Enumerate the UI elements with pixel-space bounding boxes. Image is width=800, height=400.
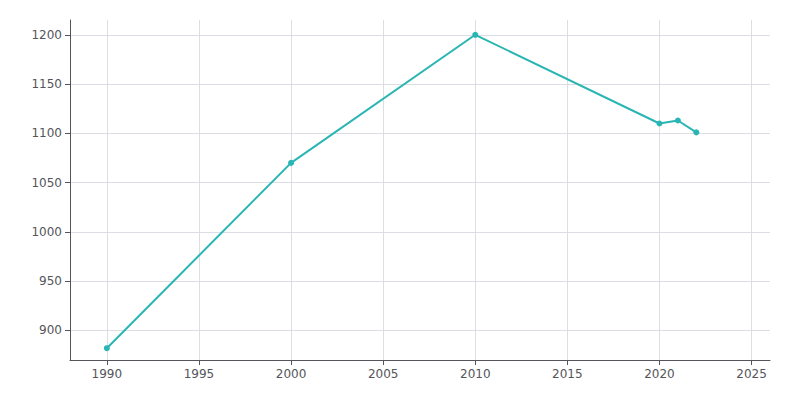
svg-text:1050: 1050	[31, 176, 62, 190]
svg-text:1150: 1150	[31, 77, 62, 91]
svg-text:900: 900	[39, 323, 62, 337]
svg-text:1100: 1100	[31, 126, 62, 140]
svg-text:1995: 1995	[184, 367, 215, 381]
svg-text:2020: 2020	[644, 367, 675, 381]
svg-text:2010: 2010	[460, 367, 491, 381]
svg-text:2000: 2000	[276, 367, 307, 381]
svg-text:2025: 2025	[736, 367, 767, 381]
svg-text:1200: 1200	[31, 28, 62, 42]
svg-text:2015: 2015	[552, 367, 583, 381]
svg-text:1990: 1990	[92, 367, 123, 381]
svg-text:2005: 2005	[368, 367, 399, 381]
svg-text:950: 950	[39, 274, 62, 288]
svg-text:1000: 1000	[31, 225, 62, 239]
